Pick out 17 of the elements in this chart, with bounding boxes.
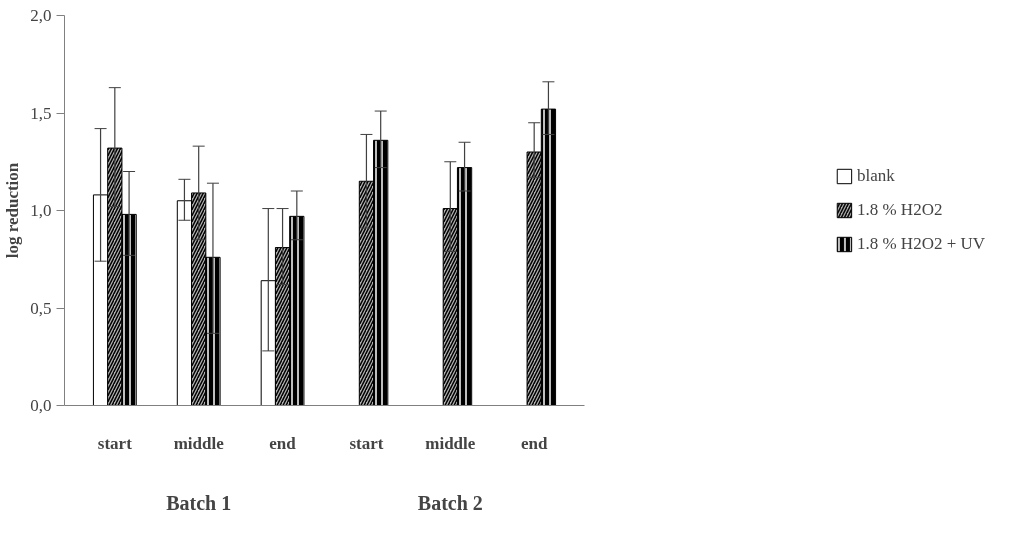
legend-label: 1.8 % H2O2 bbox=[856, 200, 943, 220]
y-axis-title: log reduction bbox=[3, 162, 23, 259]
x-tick-label: end bbox=[269, 433, 297, 453]
text: Batch 2 bbox=[417, 491, 483, 514]
y-tick-label: 1,0 bbox=[30, 201, 52, 220]
legend-label: 1.8 % H2O2 + UV bbox=[856, 234, 986, 254]
legend-label: blank bbox=[856, 166, 895, 186]
y-tick-label: 2,0 bbox=[30, 6, 52, 25]
x-tick-label: end bbox=[520, 433, 548, 453]
y-tick-label: 0,0 bbox=[30, 396, 52, 415]
x-tick-label: start bbox=[97, 433, 133, 453]
y-tick-label: 0,5 bbox=[30, 298, 52, 318]
x-tick-label: middle bbox=[425, 433, 476, 453]
x-tick-label: middle bbox=[173, 433, 225, 453]
x-tick-label: start bbox=[349, 433, 384, 453]
y-tick-label: 1,5 bbox=[30, 103, 52, 123]
text: Batch 1 bbox=[166, 491, 232, 514]
